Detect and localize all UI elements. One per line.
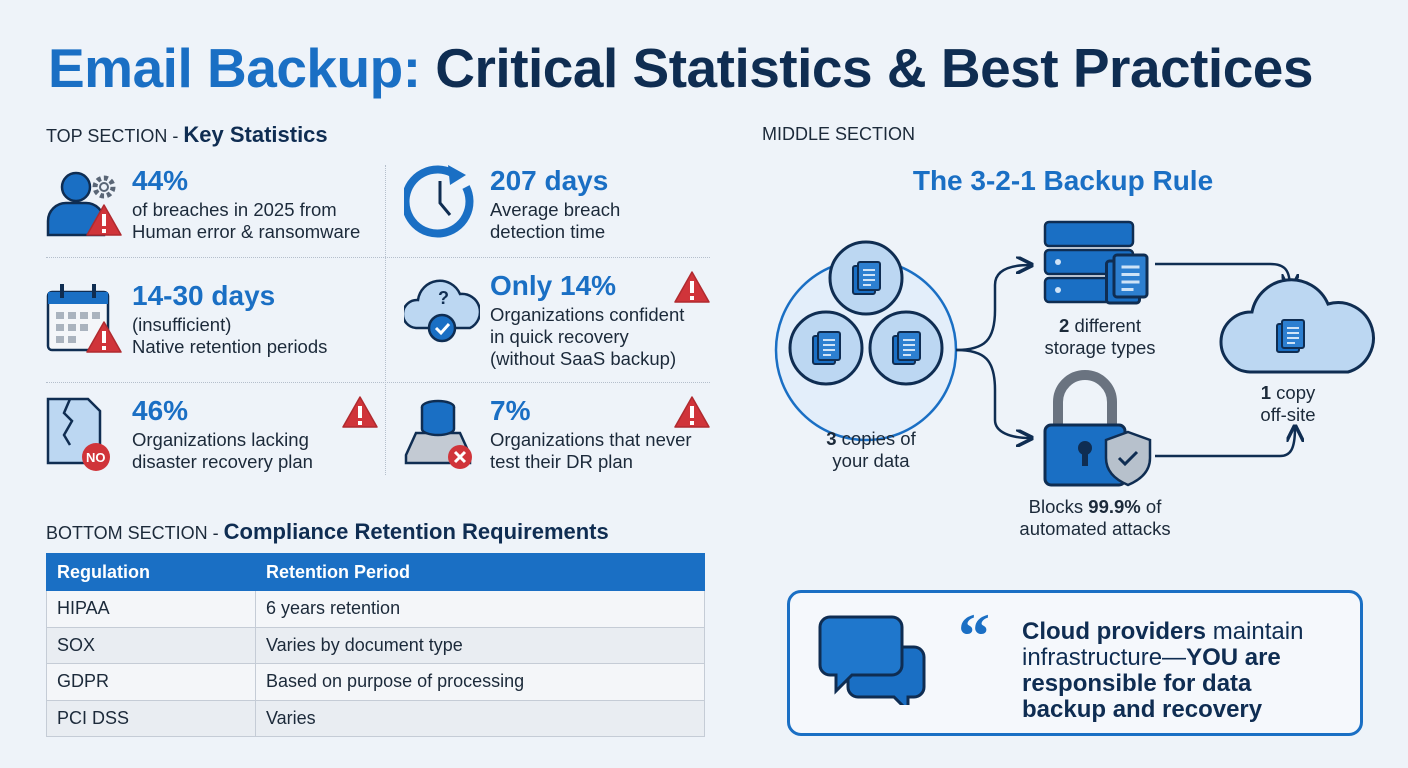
stat-value: 14-30 days bbox=[132, 280, 276, 311]
svg-text:?: ? bbox=[438, 288, 449, 308]
warning-icon bbox=[674, 396, 710, 428]
backup-rule-diagram bbox=[774, 220, 1375, 487]
stat-description: Organizations lacking disaster recovery p… bbox=[132, 429, 313, 472]
bottom-section-heading: BOTTOM SECTION - Compliance Retention Re… bbox=[46, 519, 609, 544]
user-gear-warning-icon bbox=[46, 171, 122, 237]
quote-mark-icon: “ bbox=[958, 600, 990, 671]
table-row: HIPAA 6 years retention bbox=[46, 590, 705, 628]
cloud-offsite-icon bbox=[1219, 278, 1375, 374]
database-error-icon bbox=[404, 399, 472, 469]
divider bbox=[46, 382, 710, 383]
copies-label: 3 copies of your data bbox=[826, 428, 916, 471]
chat-bubbles-icon bbox=[818, 615, 926, 705]
server-storage-icon bbox=[1043, 220, 1149, 305]
calendar-warning-icon bbox=[46, 284, 122, 353]
table-row: PCI DSS Varies bbox=[46, 699, 705, 737]
stat-description: of breaches in 2025 from Human error & ra… bbox=[132, 199, 361, 242]
storage-label: 2 different storage types bbox=[1044, 315, 1156, 358]
stat-value: 7% bbox=[490, 395, 531, 426]
middle-section-heading: MIDDLE SECTION bbox=[762, 124, 916, 144]
lock-shield-icon bbox=[1043, 370, 1152, 487]
stat-value: 44% bbox=[132, 165, 189, 196]
quote-callout: “ Cloud providers maintain infrastructure… bbox=[787, 590, 1363, 736]
stat-value: 207 days bbox=[490, 165, 609, 196]
svg-text:NO: NO bbox=[86, 450, 106, 465]
warning-icon bbox=[674, 271, 710, 303]
stat-value: 46% bbox=[132, 395, 189, 426]
broken-file-no-icon: NO bbox=[46, 397, 110, 471]
three-copies-icon bbox=[774, 240, 958, 442]
top-section-heading: TOP SECTION - Key Statistics bbox=[46, 122, 328, 147]
table-row: GDPR Based on purpose of processing bbox=[46, 663, 705, 701]
column-header: Retention Period bbox=[255, 553, 705, 591]
quote-text: Cloud providers maintain infrastructure—Y… bbox=[1022, 618, 1304, 723]
stat-value: Only 14% bbox=[490, 270, 617, 301]
cloud-check-icon: ? bbox=[404, 279, 480, 343]
column-header: Regulation bbox=[46, 553, 256, 591]
stat-description: Average breach detection time bbox=[490, 199, 621, 242]
stat-description: (insufficient) Native retention periods bbox=[132, 314, 328, 357]
mfa-label: Blocks 99.9% of automated attacks bbox=[1019, 496, 1171, 539]
rule-title: The 3-2-1 Backup Rule bbox=[912, 165, 1214, 196]
table-row: SOX Varies by document type bbox=[46, 626, 705, 664]
divider bbox=[46, 257, 710, 258]
table-header: Regulation Retention Period bbox=[46, 553, 705, 591]
compliance-table: Regulation Retention Period HIPAA 6 years … bbox=[46, 553, 705, 737]
stat-description: Organizations that never test their DR pl… bbox=[490, 429, 692, 472]
clock-refresh-icon bbox=[404, 165, 474, 238]
warning-icon bbox=[342, 396, 378, 428]
offsite-label: 1 copy off-site bbox=[1260, 382, 1316, 425]
divider bbox=[385, 165, 386, 475]
stat-description: Organizations confident in quick recovery… bbox=[490, 304, 685, 369]
page-title: Email Backup: Critical Statistics & Best… bbox=[48, 37, 1313, 99]
